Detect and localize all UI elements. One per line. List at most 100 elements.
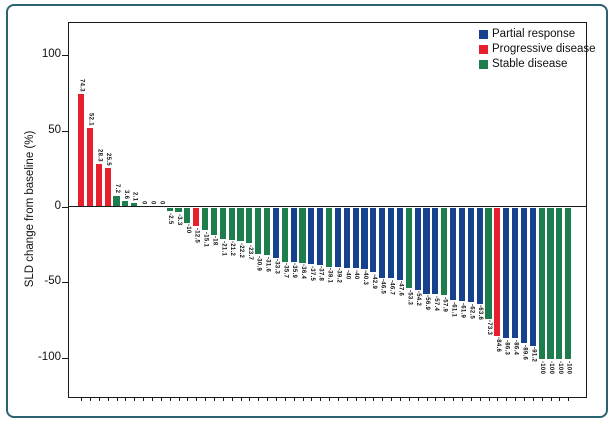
y-tick-label: -50 [44, 275, 61, 288]
bar-value-label: -22.2 [238, 242, 245, 258]
patient-bar [263, 207, 271, 256]
patient-bar [529, 207, 536, 346]
patient-bar [122, 201, 129, 207]
bar-value-label: -56.9 [424, 295, 431, 311]
x-axis-tick [258, 397, 260, 401]
patient-bar [467, 207, 474, 303]
bar-value-label: -40 [353, 269, 360, 280]
bar-value-label: -100 [539, 360, 546, 374]
bar-value-label: -89.6 [521, 344, 528, 360]
x-axis-tick [408, 397, 410, 401]
bar-value-label: -100 [548, 360, 555, 374]
patient-bar [272, 207, 280, 258]
x-axis-tick [532, 397, 534, 401]
y-tick-label: 50 [48, 123, 61, 136]
patient-bar [361, 207, 368, 269]
x-axis-tick [320, 397, 322, 401]
x-axis-tick [196, 397, 198, 401]
x-axis-tick [337, 397, 339, 401]
bar-value-label: -86.4 [512, 339, 519, 356]
x-axis-tick [444, 397, 446, 401]
bar-value-label: -37.5 [308, 265, 315, 281]
x-axis-tick [160, 397, 162, 401]
bar-value-label: 2.1 [131, 192, 138, 202]
x-axis-tick [541, 397, 543, 401]
bar-value-label: -46.5 [379, 279, 386, 295]
patient-bar [317, 207, 324, 265]
x-axis-tick [249, 397, 251, 401]
bar-value-label: 0 [158, 200, 165, 205]
patient-bar [219, 207, 226, 240]
bar-value-label: -61.1 [450, 301, 457, 317]
y-tick-label: -100 [37, 351, 61, 363]
bar-value-label: -30.9 [255, 255, 262, 271]
bar-value-label: -47.6 [397, 281, 404, 297]
x-axis-tick [497, 397, 499, 401]
x-axis-tick [231, 397, 233, 401]
bar-value-label: -37.8 [317, 266, 324, 282]
x-axis-tick [506, 397, 508, 401]
bar-value-label: -42.9 [370, 273, 377, 290]
bar-value-label: -35.9 [291, 263, 298, 279]
x-axis-tick [382, 397, 384, 401]
patient-bar [193, 207, 200, 227]
patient-bar [201, 207, 209, 231]
x-axis-tick [125, 397, 127, 401]
bar-value-label: -33.3 [273, 259, 280, 275]
x-axis-tick [550, 397, 552, 401]
x-axis-tick [568, 397, 570, 401]
x-axis-tick [89, 397, 91, 401]
patient-bar [387, 207, 395, 279]
x-axis-tick [275, 397, 277, 401]
bar-value-label: -62.5 [468, 303, 475, 319]
bar-value-label: 0 [140, 200, 147, 205]
bar-value-label: -63.6 [477, 305, 484, 321]
bar-value-label: 25.5 [105, 152, 112, 166]
bar-value-label: -73.3 [486, 320, 493, 336]
bar-value-label: 52.1 [87, 112, 94, 126]
x-axis-tick [187, 397, 189, 401]
patient-bar [343, 207, 350, 269]
bar-value-label: -35.7 [282, 263, 289, 279]
patient-bar [556, 207, 563, 359]
patient-bar [166, 207, 173, 212]
bar-value-label: -57.9 [441, 296, 448, 312]
patient-bar [281, 207, 288, 262]
bar-value-label: -91.2 [530, 347, 537, 363]
x-axis-tick [222, 397, 224, 401]
patient-bar [423, 207, 430, 294]
x-axis-tick [151, 397, 153, 401]
legend-item: Partial response [479, 28, 596, 40]
x-axis-tick [311, 397, 313, 401]
x-axis-tick [98, 397, 100, 401]
x-axis-tick [355, 397, 357, 401]
patient-bar [228, 207, 235, 240]
bar-value-label: -36.4 [300, 264, 307, 280]
x-axis-tick [346, 397, 348, 401]
y-tick-label: 100 [41, 48, 61, 60]
x-axis-tick [373, 397, 375, 401]
patient-bar [210, 207, 218, 235]
patient-bar [414, 207, 421, 290]
patient-bar [441, 207, 448, 296]
x-axis-tick [293, 397, 295, 401]
x-axis-tick [559, 397, 561, 401]
zero-baseline [69, 206, 586, 207]
patient-bar [547, 207, 554, 359]
y-axis-tick [62, 55, 68, 57]
bar-value-label: -57.4 [432, 295, 439, 312]
patient-bar [458, 207, 466, 302]
x-axis-tick [435, 397, 437, 401]
bar-value-label: 0 [149, 200, 156, 205]
bar-value-label: -23.7 [246, 244, 253, 261]
y-axis-tick [62, 206, 68, 208]
x-axis-tick [479, 397, 481, 401]
patient-bar [449, 207, 457, 301]
patient-bar [565, 207, 572, 359]
patient-bar [405, 207, 412, 289]
bar-value-label: -10 [184, 224, 191, 234]
bar-value-label: -61.9 [459, 302, 466, 318]
bar-value-label: -3.3 [176, 213, 183, 226]
bar-value-label: -53.3 [406, 289, 413, 305]
